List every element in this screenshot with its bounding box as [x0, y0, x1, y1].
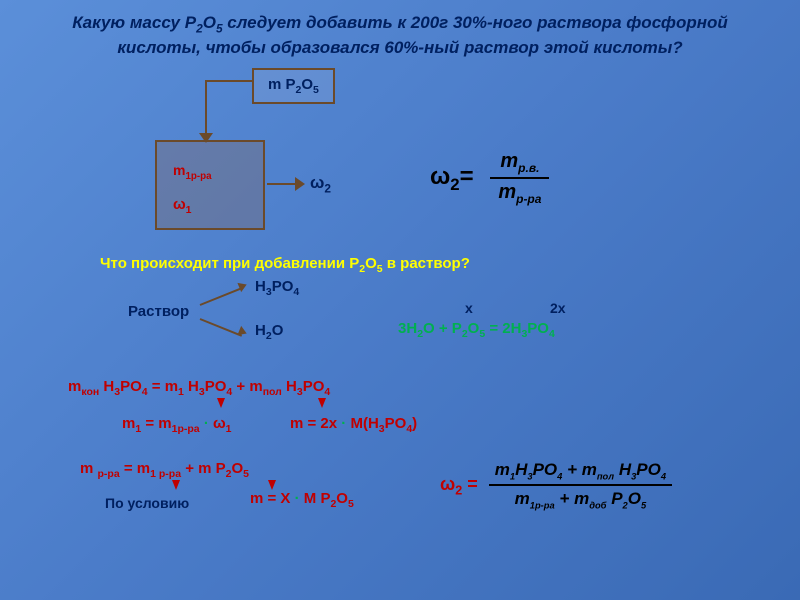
frac-num: mр.в.	[490, 150, 549, 179]
down-arrow	[318, 398, 326, 408]
cond-label: По условию	[105, 495, 189, 511]
chem-equation: 3H2O + P2O5 = 2H3PO4	[398, 320, 555, 340]
box-p2o5: m P2O5	[252, 68, 335, 104]
question-text: Что происходит при добавлении P2O5 в рас…	[100, 255, 470, 275]
2x-label: 2x	[550, 300, 566, 316]
eq-mx: m = X · M P2O5	[250, 490, 354, 510]
branch-line	[200, 318, 242, 337]
down-arrow	[217, 398, 225, 408]
down-arrow	[268, 480, 276, 490]
w2-small: ω2	[310, 173, 331, 195]
solution-label: Раствор	[128, 303, 189, 320]
frac2-den: m1р-ра + mдоб P2O5	[489, 486, 672, 510]
eq-m1: m1 = m1р-ра · ω1	[122, 415, 232, 435]
problem-title: Какую массу P2O5 следует добавить к 200г…	[0, 0, 800, 67]
arrow-head	[295, 177, 305, 191]
down-arrow	[172, 480, 180, 490]
branch-line	[200, 287, 242, 306]
h2o-label: H2O	[255, 322, 283, 342]
m1-label: m1р-ра	[173, 162, 247, 182]
box-solution: m1р-ра ω1	[155, 140, 265, 230]
h3po4-label: H3PO4	[255, 278, 299, 298]
frac-den: mр-ра	[490, 179, 549, 206]
formula-w2-final: ω2 = m1H3PO4 + mпол H3PO4 m1р-ра + mдоб …	[440, 460, 672, 511]
arrow-seg	[205, 80, 253, 82]
w1-label: ω1	[173, 196, 247, 216]
eq-mkon: mкон H3PO4 = m1 H3PO4 + mпол H3PO4	[68, 378, 330, 398]
arrow-seg	[205, 80, 207, 135]
arrow-seg	[267, 183, 297, 185]
eq-m2x: m = 2x · M(H3PO4)	[290, 415, 417, 435]
frac2-num: m1H3PO4 + mпол H3PO4	[489, 460, 672, 486]
x-label: x	[465, 300, 473, 316]
arrow-head	[237, 326, 248, 338]
eq-mpra: m р-ра = m1 р-ра + m P2O5	[80, 460, 249, 480]
formula-w2: ω2= mр.в. mр-ра	[430, 150, 549, 206]
